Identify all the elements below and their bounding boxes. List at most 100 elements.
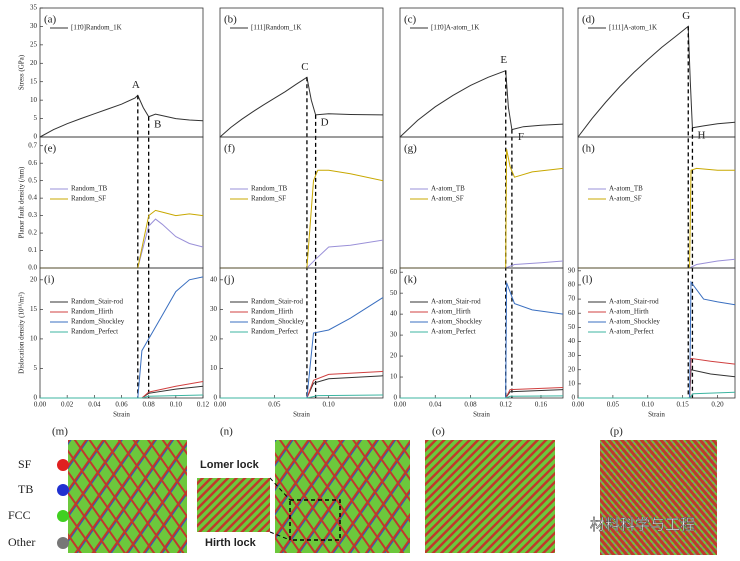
y-tick-label: 0.1	[28, 246, 37, 254]
x-tick-label: 0.10	[170, 401, 183, 409]
plot-frame	[219, 136, 384, 269]
legend-label: Other	[8, 535, 35, 549]
legend-label: Random_SF	[251, 195, 286, 203]
series-line	[578, 369, 736, 399]
legend-dot	[57, 537, 69, 549]
x-tick-label: 0.10	[323, 401, 336, 409]
plot-frame	[577, 136, 736, 269]
y-tick-label: 5	[34, 114, 38, 122]
y-tick-label: 0	[34, 133, 38, 141]
marker-label: B	[154, 118, 161, 130]
y-tick-label: 30	[210, 305, 218, 313]
series-line	[40, 218, 204, 269]
legend-label: Random_Hirth	[251, 308, 293, 316]
series-line	[578, 167, 735, 269]
y-tick-label: 0.5	[28, 176, 37, 184]
image-n-overlay	[275, 440, 410, 553]
y-tick-label: 30	[568, 351, 576, 359]
x-tick-label: 0.16	[535, 401, 548, 409]
legend-label: A-atom_TB	[609, 185, 643, 193]
x-tick-label: 0.00	[394, 401, 407, 409]
series-line	[40, 209, 204, 269]
y-tick-label: 50	[390, 289, 398, 297]
series-line	[400, 260, 564, 269]
y-tick-label: 35	[30, 4, 38, 12]
series-line	[220, 394, 384, 399]
image-m-overlay	[68, 440, 187, 553]
panel-label: (f)	[224, 143, 235, 155]
legend-label: A-atom_Stair-rod	[609, 298, 659, 306]
legend-label: A-atom_TB	[431, 185, 465, 193]
marker-label: D	[321, 116, 329, 128]
y-tick-label: 20	[30, 275, 38, 283]
y-tick-label: 20	[210, 335, 218, 343]
legend-label: A-atom_Hirth	[431, 308, 471, 316]
x-axis-label: Strain	[473, 411, 490, 419]
legend-label: A-atom_Perfect	[609, 328, 654, 336]
x-tick-label: 0.12	[500, 401, 513, 409]
y-tick-label: 0	[572, 394, 576, 402]
legend-label: SF	[18, 457, 32, 471]
y-tick-label: 0.7	[28, 141, 37, 149]
legend-label: A-atom_SF	[609, 195, 642, 203]
legend-dot	[57, 484, 69, 496]
panel-label: (d)	[582, 14, 595, 26]
y-tick-label: 10	[210, 364, 218, 372]
legend-label: [11̄0]Random_1K	[71, 24, 122, 32]
y-tick-label: 30	[390, 331, 398, 339]
plot-frame	[399, 136, 564, 269]
series-line	[400, 395, 564, 399]
charts: 0 5 10 15 20 25 30 35 Stress (GPa) (a) [11̄0]Rando…	[18, 4, 736, 419]
x-tick-label: 0.00	[214, 401, 227, 409]
y-tick-label: 0.4	[28, 194, 37, 202]
plot-frame	[219, 267, 384, 399]
y-tick-label: 0	[214, 394, 218, 402]
y-tick-label: 15	[30, 77, 38, 85]
panel-label: (n)	[220, 426, 233, 438]
y-tick-label: 20	[568, 365, 576, 373]
legend-label: Random_Perfect	[251, 328, 298, 336]
legend-label: Random_Stair-rod	[71, 298, 123, 306]
series-line	[400, 389, 564, 399]
legend-label: A-atom_Shockley	[609, 318, 660, 326]
legend-label: A-atom_Hirth	[609, 308, 649, 316]
y-tick-label: 0	[34, 394, 38, 402]
legend-label: [111]Random_1K	[251, 24, 301, 32]
y-tick-label: 90	[568, 266, 576, 274]
y-axis-label: Stress (GPa)	[18, 54, 26, 90]
plot-frame	[577, 267, 736, 399]
x-tick-label: 0.05	[268, 401, 281, 409]
marker-label: H	[697, 129, 705, 141]
y-tick-label: 10	[390, 373, 398, 381]
panel-label: (i)	[44, 274, 55, 286]
y-tick-label: 10	[568, 379, 576, 387]
series-line	[220, 297, 384, 399]
legend-label: FCC	[8, 508, 31, 522]
x-tick-label: 0.04	[429, 401, 442, 409]
series-line	[220, 370, 384, 399]
y-tick-label: 80	[568, 281, 576, 289]
legend-label: A-atom_SF	[431, 195, 464, 203]
zoom-line	[269, 477, 291, 501]
panel-label: (a)	[44, 14, 57, 26]
legend-label: A-atom_Shockley	[431, 318, 482, 326]
y-tick-label: 10	[30, 335, 38, 343]
panel-label: (m)	[52, 426, 68, 438]
y-tick-label: 60	[568, 309, 576, 317]
legend-label: Random_Shockley	[251, 318, 305, 326]
legend-label: A-atom_Perfect	[431, 328, 476, 336]
y-tick-label: 20	[390, 352, 398, 360]
x-axis-label: Strain	[648, 411, 665, 419]
legend-label: Random_Hirth	[71, 308, 113, 316]
series-line	[39, 94, 204, 138]
x-tick-label: 0.00	[34, 401, 47, 409]
marker-label: A	[132, 79, 140, 91]
x-tick-label: 0.04	[88, 401, 101, 409]
y-tick-label: 40	[210, 275, 218, 283]
y-tick-label: 15	[30, 305, 38, 313]
y-tick-label: 50	[568, 323, 576, 331]
y-axis-label: Dislocation density (10¹⁶/m²)	[18, 291, 26, 373]
watermark: 材料科学与工程	[590, 516, 695, 534]
annotation: Hirth lock	[205, 537, 257, 549]
panel-label: (h)	[582, 143, 595, 155]
